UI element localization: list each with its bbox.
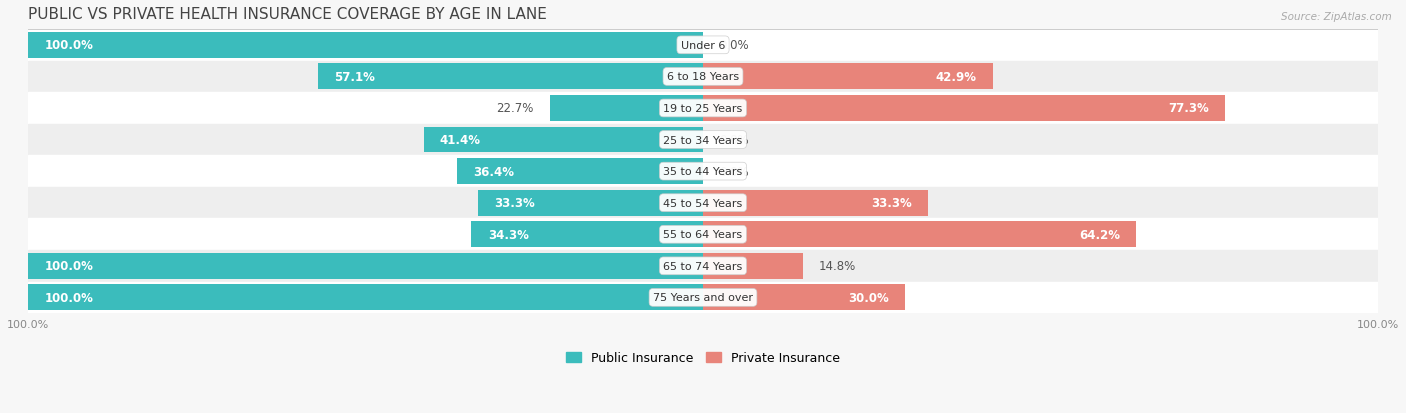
Bar xyxy=(28,30,1378,62)
Bar xyxy=(28,33,703,59)
Text: 22.7%: 22.7% xyxy=(496,102,534,115)
Text: 35 to 44 Years: 35 to 44 Years xyxy=(664,167,742,177)
Text: 100.0%: 100.0% xyxy=(44,260,93,273)
Bar xyxy=(28,285,703,311)
Text: 0.0%: 0.0% xyxy=(720,165,749,178)
Bar xyxy=(703,253,803,279)
Text: Source: ZipAtlas.com: Source: ZipAtlas.com xyxy=(1281,12,1392,22)
Text: 33.3%: 33.3% xyxy=(495,197,536,210)
Text: 57.1%: 57.1% xyxy=(333,71,374,84)
Text: 65 to 74 Years: 65 to 74 Years xyxy=(664,261,742,271)
Text: 41.4%: 41.4% xyxy=(440,134,481,147)
Text: 0.0%: 0.0% xyxy=(720,134,749,147)
Text: 45 to 54 Years: 45 to 54 Years xyxy=(664,198,742,208)
Text: 36.4%: 36.4% xyxy=(474,165,515,178)
Bar xyxy=(28,124,1378,156)
Bar xyxy=(703,64,993,90)
Bar xyxy=(318,64,703,90)
Text: Under 6: Under 6 xyxy=(681,41,725,51)
Text: 33.3%: 33.3% xyxy=(870,197,911,210)
Bar xyxy=(457,159,703,185)
Text: 100.0%: 100.0% xyxy=(44,39,93,52)
Legend: Public Insurance, Private Insurance: Public Insurance, Private Insurance xyxy=(561,347,845,370)
Text: PUBLIC VS PRIVATE HEALTH INSURANCE COVERAGE BY AGE IN LANE: PUBLIC VS PRIVATE HEALTH INSURANCE COVER… xyxy=(28,7,547,22)
Text: 14.8%: 14.8% xyxy=(820,260,856,273)
Text: 64.2%: 64.2% xyxy=(1080,228,1121,241)
Bar xyxy=(28,282,1378,313)
Bar xyxy=(28,219,1378,250)
Text: 19 to 25 Years: 19 to 25 Years xyxy=(664,104,742,114)
Bar xyxy=(550,96,703,122)
Text: 100.0%: 100.0% xyxy=(44,291,93,304)
Bar xyxy=(478,190,703,216)
Text: 0.0%: 0.0% xyxy=(720,39,749,52)
Bar xyxy=(471,222,703,248)
Text: 55 to 64 Years: 55 to 64 Years xyxy=(664,230,742,240)
Text: 77.3%: 77.3% xyxy=(1168,102,1209,115)
Bar xyxy=(703,96,1225,122)
Bar xyxy=(703,190,928,216)
Bar xyxy=(423,127,703,153)
Text: 25 to 34 Years: 25 to 34 Years xyxy=(664,135,742,145)
Text: 75 Years and over: 75 Years and over xyxy=(652,293,754,303)
Text: 6 to 18 Years: 6 to 18 Years xyxy=(666,72,740,82)
Bar xyxy=(28,188,1378,219)
Bar xyxy=(28,62,1378,93)
Bar xyxy=(28,250,1378,282)
Bar xyxy=(703,285,905,311)
Bar xyxy=(28,253,703,279)
Bar xyxy=(703,222,1136,248)
Text: 30.0%: 30.0% xyxy=(849,291,889,304)
Bar xyxy=(28,156,1378,188)
Text: 34.3%: 34.3% xyxy=(488,228,529,241)
Text: 42.9%: 42.9% xyxy=(935,71,976,84)
Bar xyxy=(28,93,1378,124)
